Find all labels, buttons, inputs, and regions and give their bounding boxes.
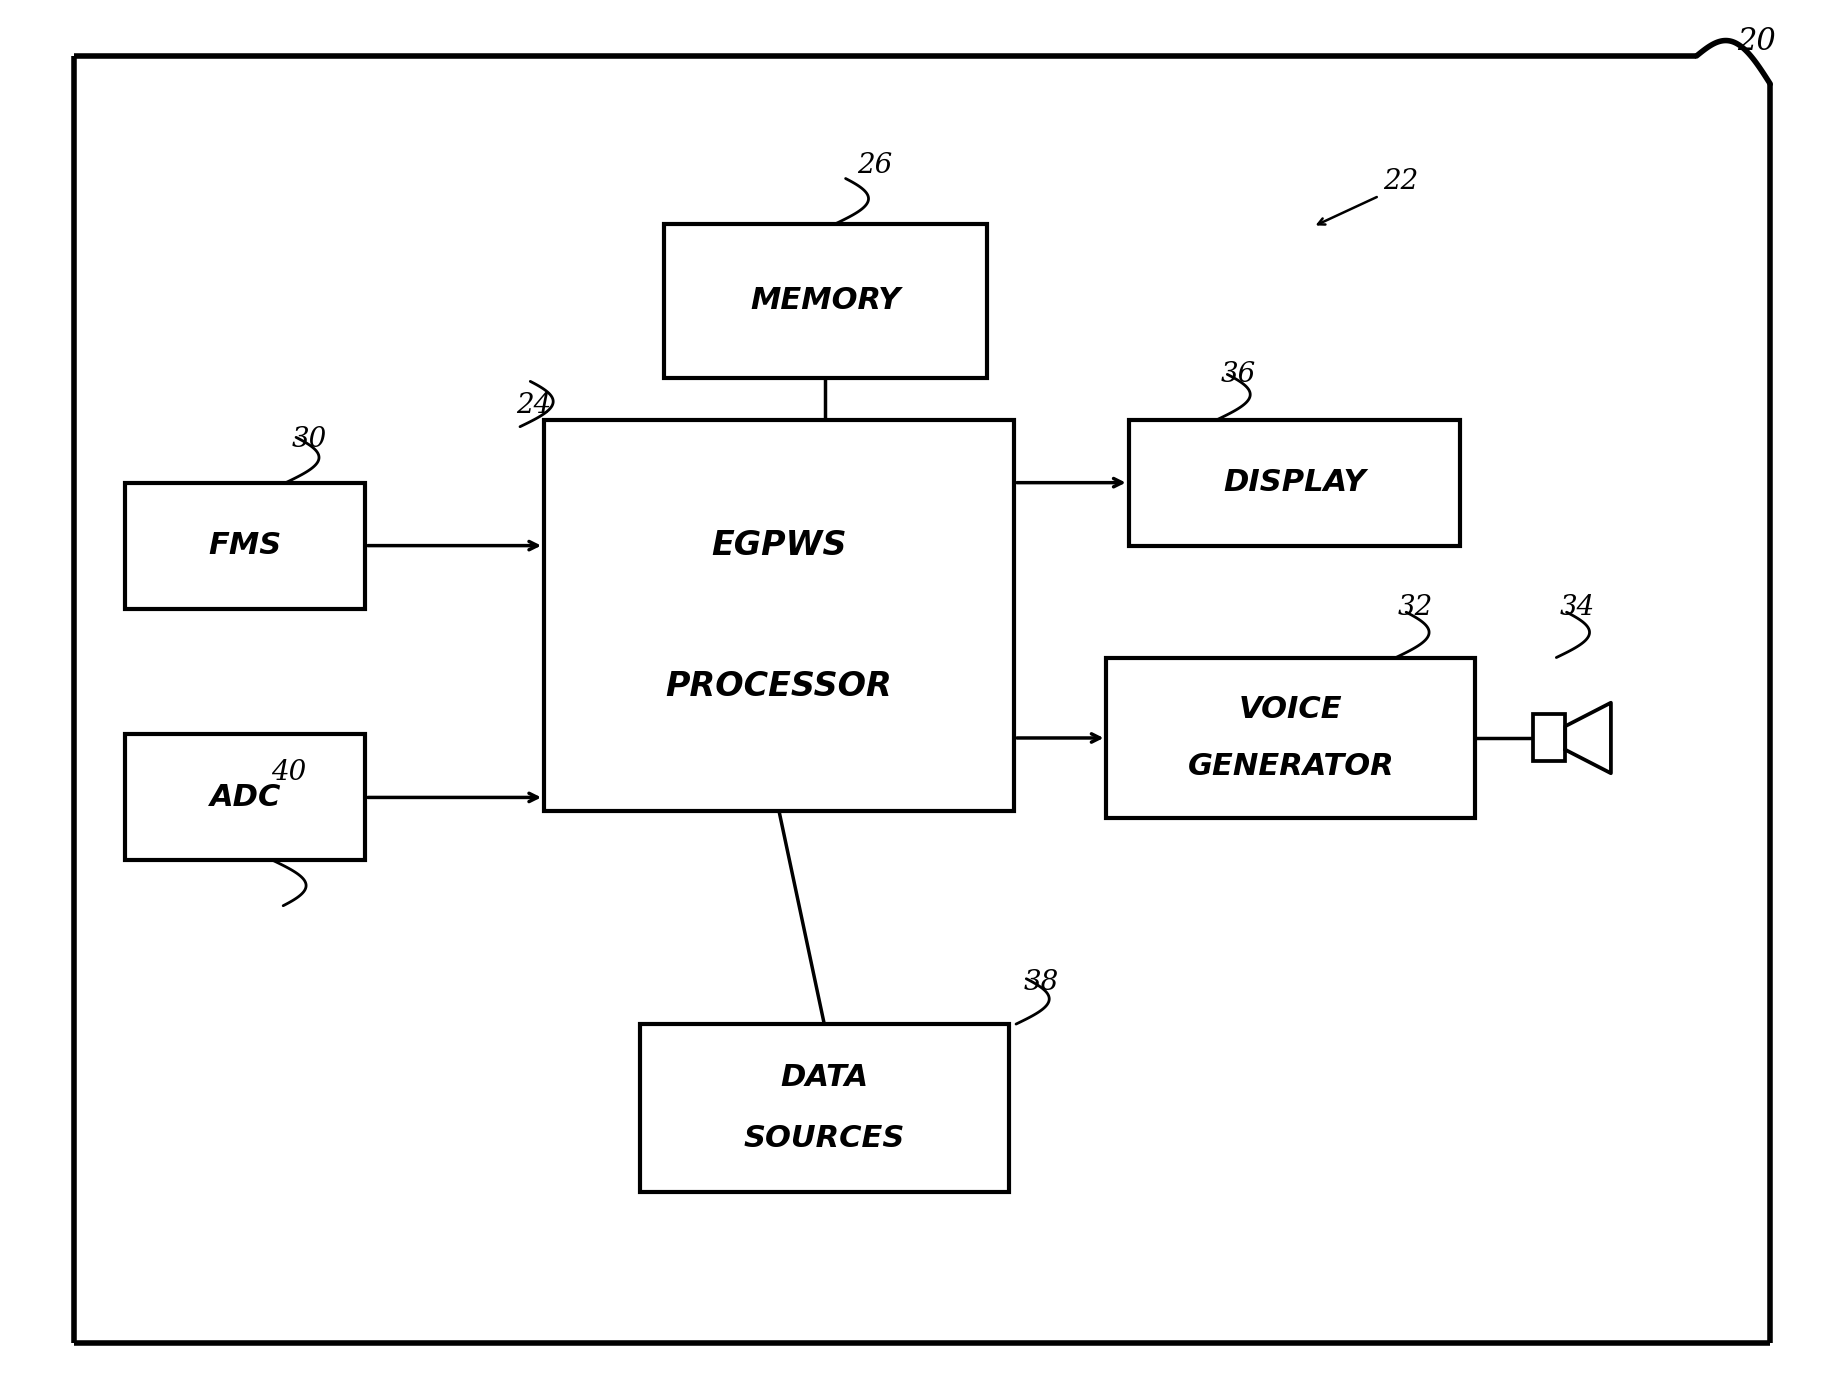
Text: FMS: FMS — [208, 532, 282, 560]
Bar — [1532, 715, 1566, 761]
Text: EGPWS: EGPWS — [712, 529, 846, 561]
Text: 22: 22 — [1383, 168, 1418, 196]
Text: 30: 30 — [291, 425, 326, 453]
Polygon shape — [1566, 702, 1612, 774]
Text: 36: 36 — [1221, 361, 1256, 389]
Bar — [664, 224, 987, 378]
Text: PROCESSOR: PROCESSOR — [666, 670, 892, 702]
Bar — [125, 483, 365, 609]
Text: VOICE: VOICE — [1239, 694, 1342, 723]
Text: SOURCES: SOURCES — [743, 1123, 905, 1153]
Text: DISPLAY: DISPLAY — [1223, 469, 1366, 497]
Bar — [1129, 420, 1460, 546]
Text: 20: 20 — [1737, 27, 1776, 57]
Bar — [1106, 658, 1475, 818]
Text: GENERATOR: GENERATOR — [1188, 753, 1394, 782]
Text: 24: 24 — [516, 392, 551, 420]
Text: 38: 38 — [1023, 968, 1058, 996]
Text: ADC: ADC — [210, 783, 280, 811]
Bar — [640, 1024, 1009, 1192]
Text: 26: 26 — [857, 151, 892, 179]
Text: 34: 34 — [1560, 593, 1595, 621]
Text: DATA: DATA — [780, 1063, 869, 1093]
Bar — [125, 734, 365, 860]
Text: 40: 40 — [271, 758, 306, 786]
Text: MEMORY: MEMORY — [751, 287, 900, 315]
Bar — [544, 420, 1014, 811]
Text: 32: 32 — [1398, 593, 1433, 621]
